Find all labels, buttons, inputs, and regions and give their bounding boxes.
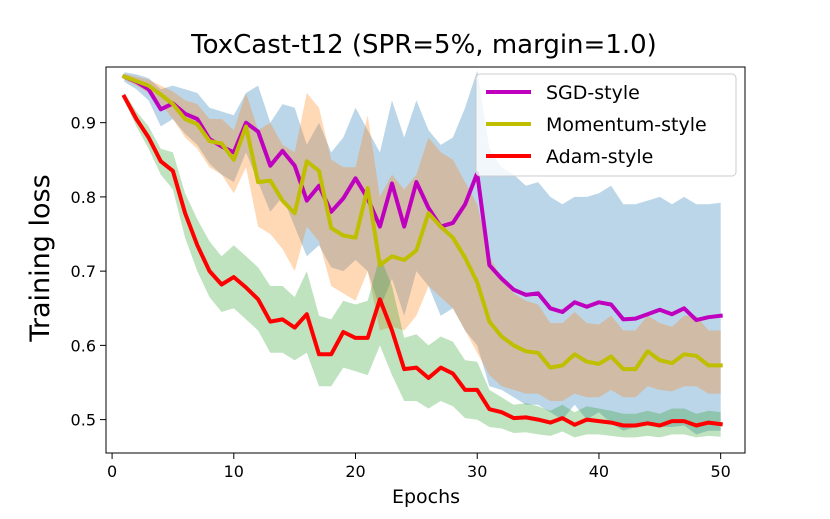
x-tick-label: 0	[107, 462, 117, 481]
y-tick-label: 0.5	[71, 411, 96, 430]
legend-box	[475, 73, 737, 177]
y-axis-label: Training loss	[25, 174, 56, 342]
legend-label-0: SGD-style	[546, 82, 640, 104]
x-tick-label: 10	[224, 462, 244, 481]
y-axis-ticks: 0.5 0.6 0.7 0.8 0.9	[71, 114, 106, 430]
confidence-band-2	[124, 93, 721, 438]
x-tick-label: 20	[345, 462, 365, 481]
series-lines	[121, 74, 723, 428]
legend-label-1: Momentum-style	[546, 114, 707, 136]
x-axis-ticks: 0 10 20 30 40 50	[107, 453, 731, 481]
x-tick-label: 30	[467, 462, 487, 481]
x-tick-label: 40	[589, 462, 609, 481]
series-line-2	[121, 93, 723, 428]
y-tick-label: 0.7	[71, 262, 96, 281]
y-tick-label: 0.8	[71, 188, 96, 207]
y-tick-label: 0.6	[71, 336, 96, 355]
chart-title: ToxCast-t12 (SPR=5%, margin=1.0)	[190, 30, 657, 60]
plot-frame	[105, 66, 746, 454]
legend: SGD-style Momentum-style Adam-style	[475, 73, 737, 177]
legend-label-2: Adam-style	[546, 146, 653, 168]
series-line-1	[121, 74, 723, 372]
y-tick-label: 0.9	[71, 114, 96, 133]
x-axis-label: Epochs	[392, 486, 460, 508]
x-tick-label: 50	[710, 462, 730, 481]
